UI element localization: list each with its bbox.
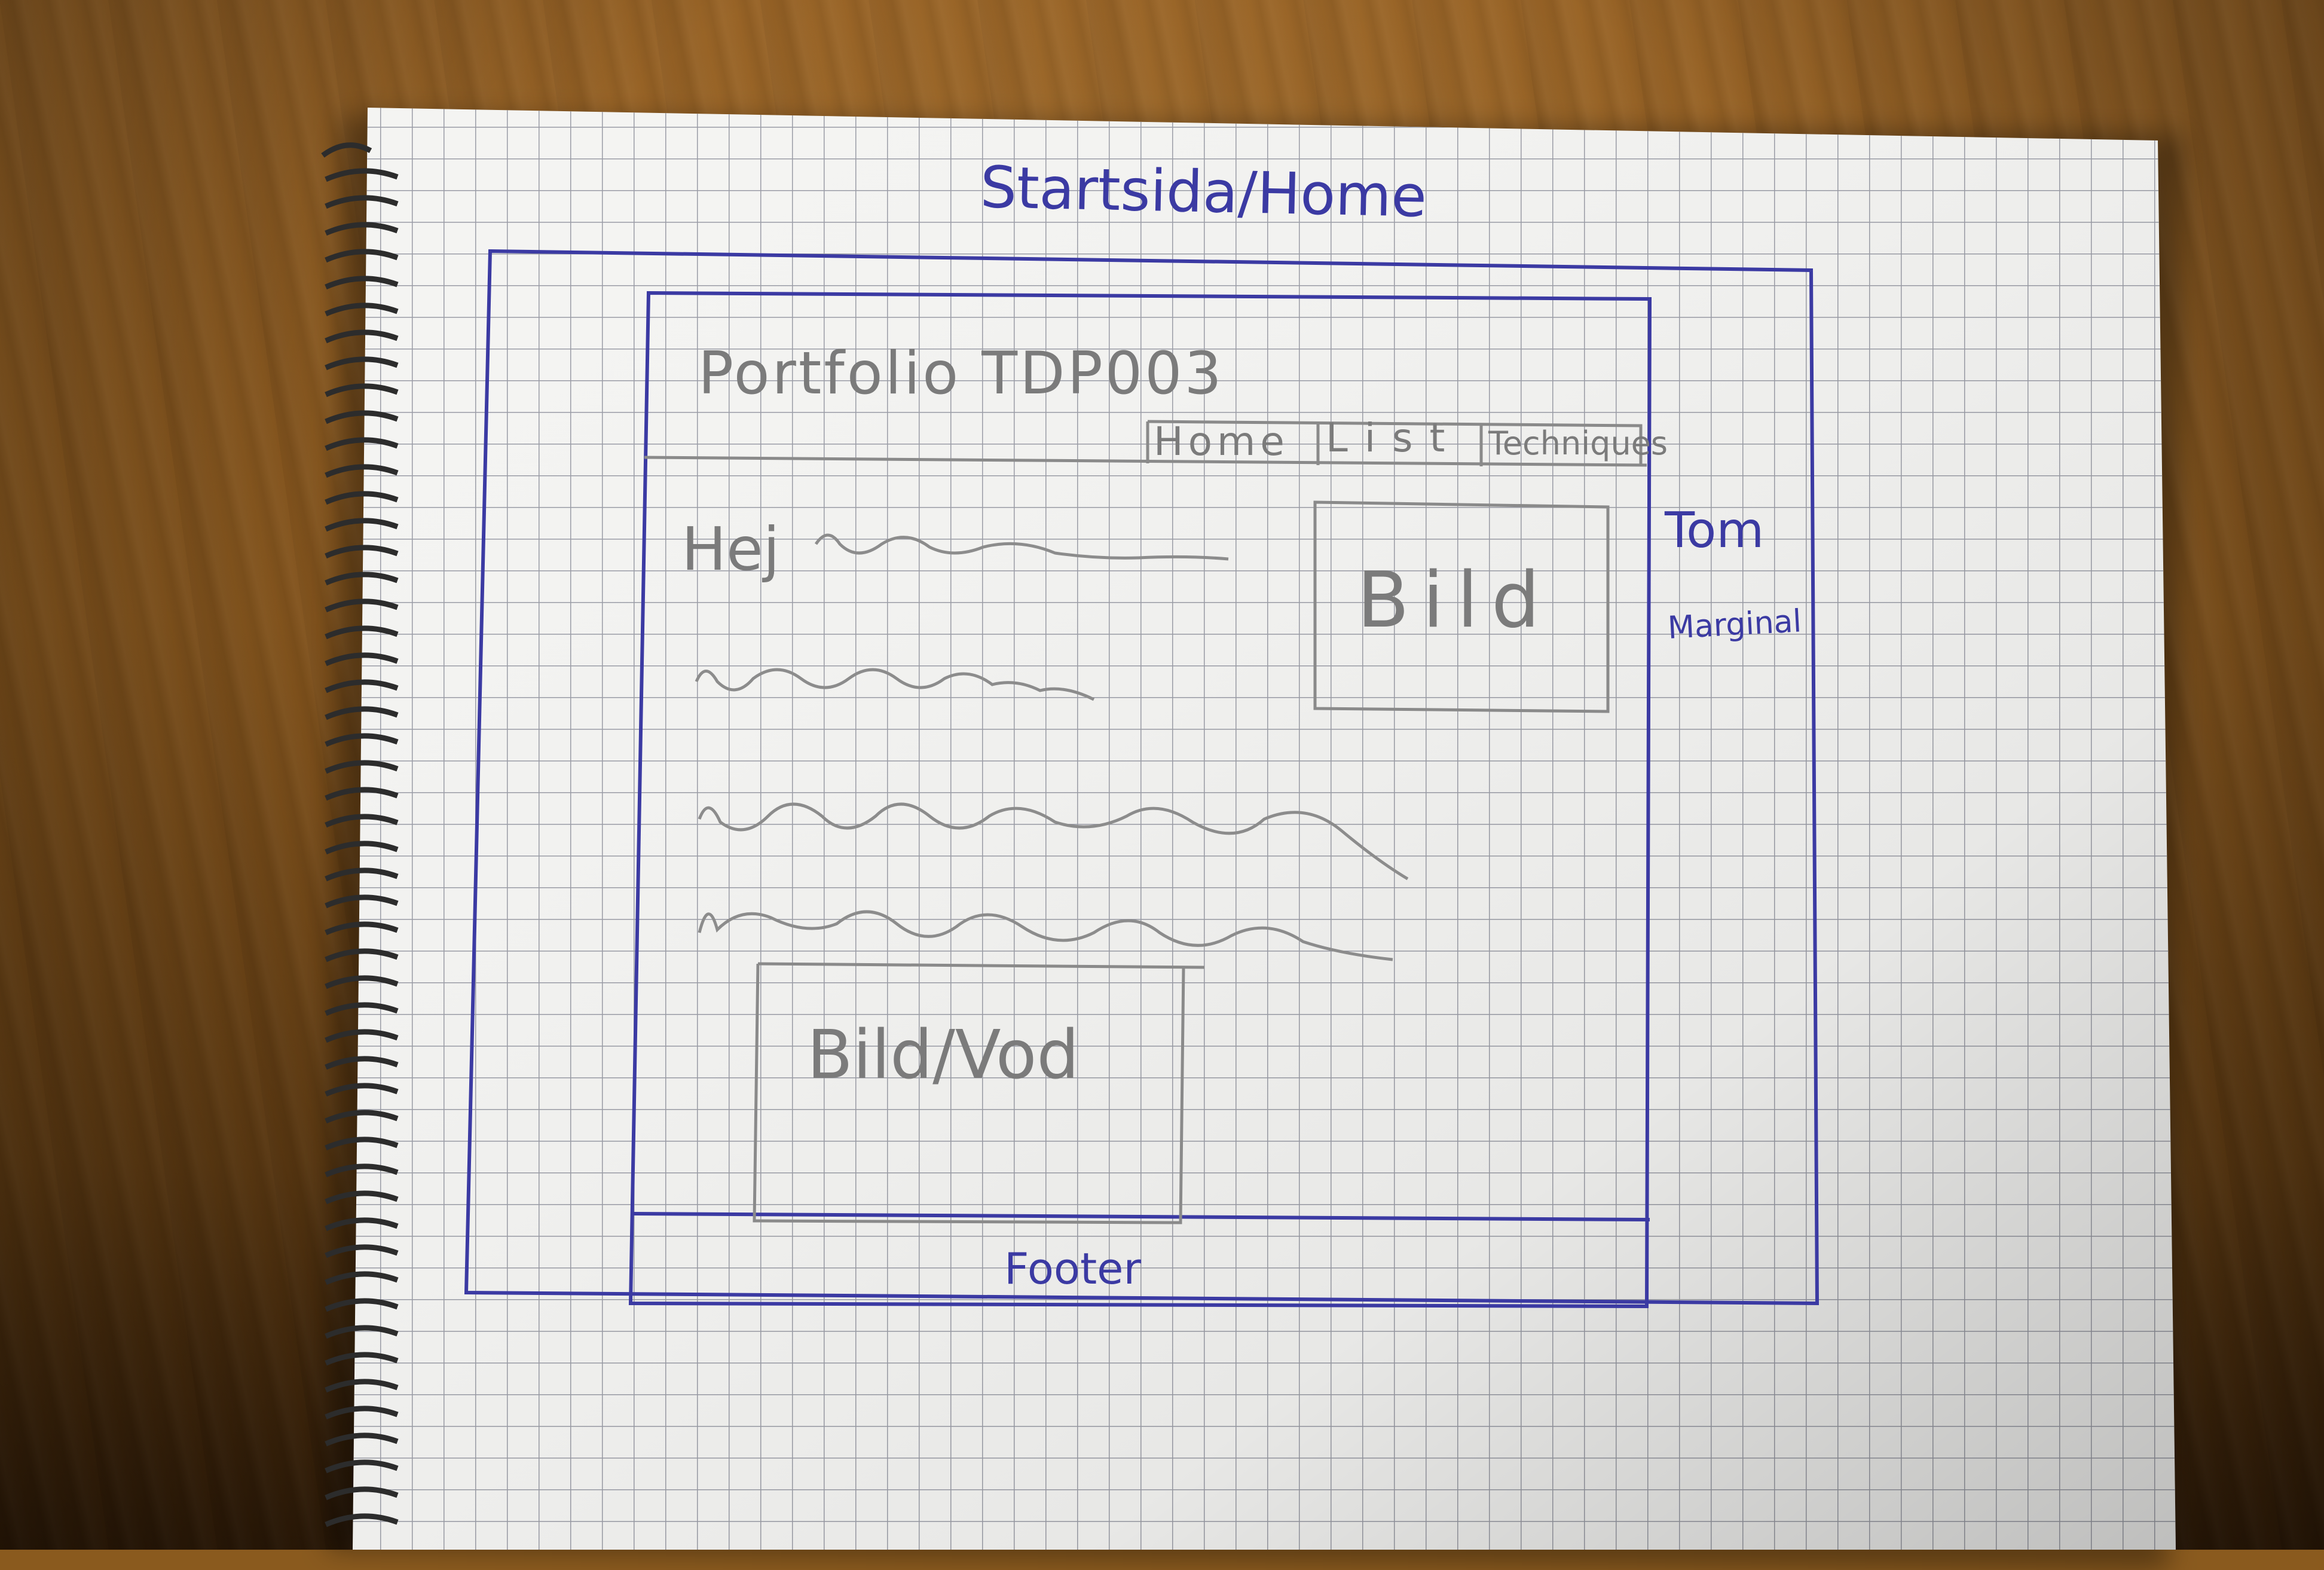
spiral-binding: [321, 142, 399, 1528]
greeting-text: Hej: [681, 514, 780, 584]
nav-item-techniques: Techniques: [1488, 424, 1668, 462]
page-title: Startsida/Home: [979, 154, 1427, 230]
placeholder-text-squiggles: [695, 533, 1409, 961]
image-placeholder-label: Bild: [1357, 556, 1554, 645]
nav-item-home: Home: [1154, 419, 1289, 465]
footer-label: Footer: [1004, 1244, 1142, 1294]
media-placeholder-label: Bild/Vod: [807, 1016, 1080, 1094]
nav-item-list: List: [1326, 415, 1462, 461]
paper-sheet: [353, 108, 2176, 1550]
margin-note-line1: Tom: [1665, 502, 1765, 559]
pencil-layout: [644, 420, 1647, 1224]
outer-page-frame: [464, 249, 1820, 1306]
site-title: Portfolio TDP003: [698, 340, 1224, 408]
content-frame: [628, 291, 1652, 1309]
margin-note-line2: Marginal: [1666, 603, 1803, 646]
